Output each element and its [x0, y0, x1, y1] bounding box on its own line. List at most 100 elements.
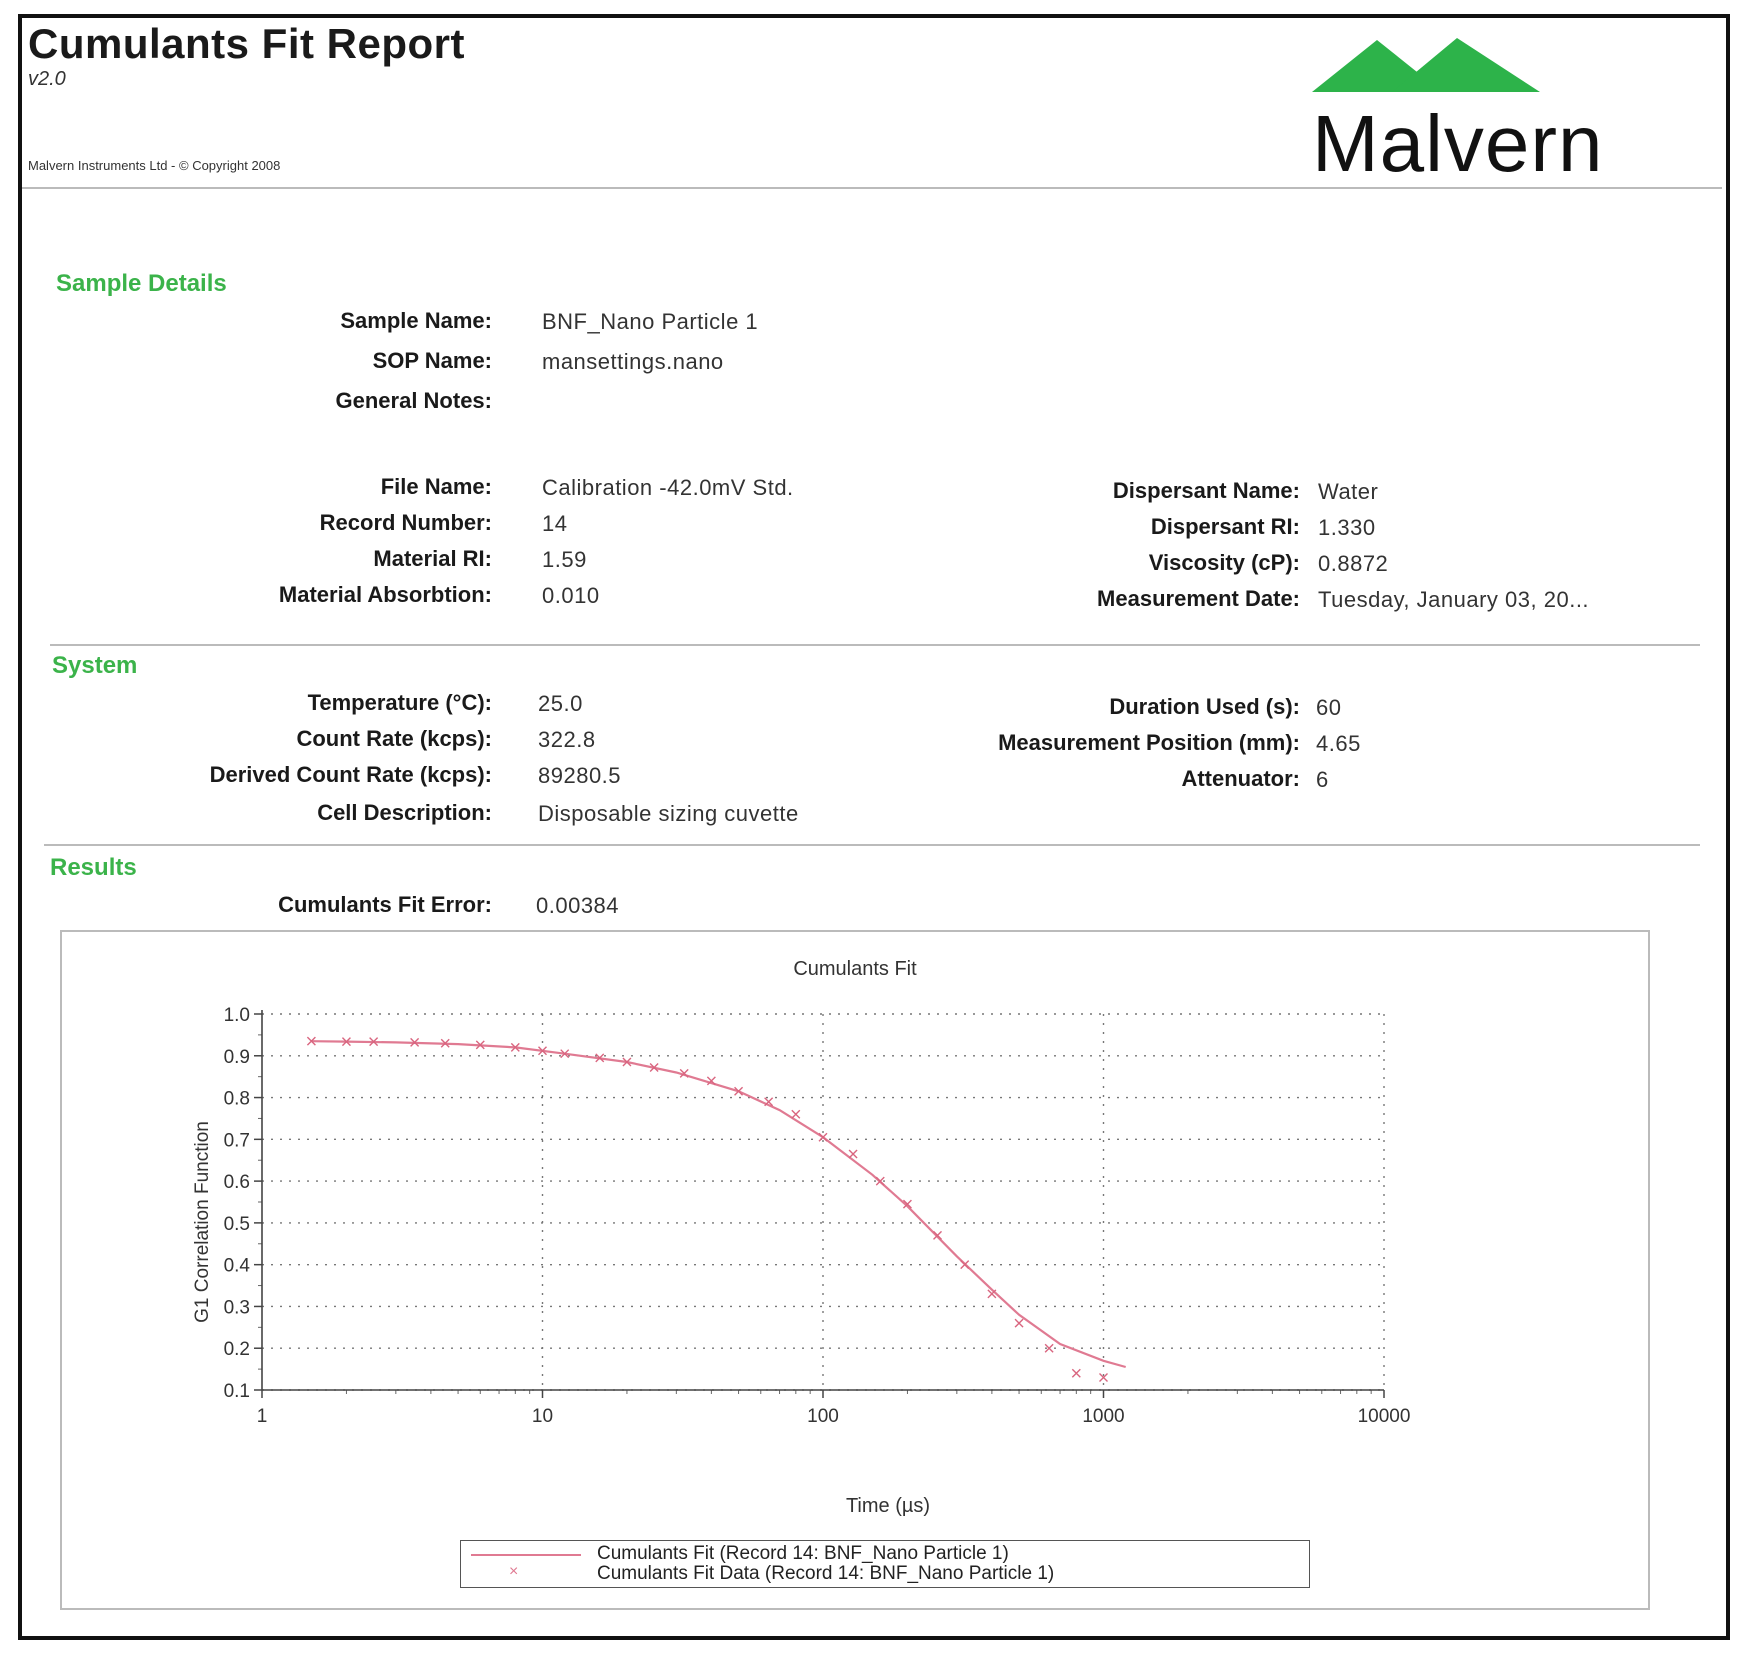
report-title: Cumulants Fit Report	[28, 20, 465, 67]
sample-name-value: BNF_Nano Particle 1	[542, 309, 759, 334]
legend-point-swatch-icon: ×	[509, 1563, 519, 1580]
x-tick-label: 10	[532, 1406, 553, 1427]
temperature-label: Temperature (°C):	[307, 690, 492, 715]
data-point-marker	[679, 1068, 689, 1078]
malvern-mountains-logo-icon	[1312, 38, 1540, 92]
measurement-position-label: Measurement Position (mm):	[998, 730, 1300, 755]
data-point-marker	[595, 1053, 605, 1063]
section-divider	[50, 644, 1700, 646]
data-point-marker	[1099, 1372, 1108, 1382]
viscosity-label: Viscosity (cP):	[1148, 550, 1300, 575]
data-point-marker	[818, 1132, 828, 1142]
record-number-label: Record Number:	[319, 510, 492, 535]
sample-name-label: Sample Name:	[340, 308, 492, 333]
header-divider	[22, 187, 1722, 189]
section-heading-sample-details: Sample Details	[56, 270, 227, 297]
cumulants-fit-error-value: 0.00384	[536, 893, 620, 918]
data-point-marker	[902, 1199, 912, 1209]
y-tick-label: 0.1	[224, 1381, 250, 1402]
data-point-marker	[649, 1062, 659, 1072]
data-point-marker	[622, 1057, 632, 1067]
material-ri-label: Material RI:	[373, 546, 492, 571]
data-point-marker	[734, 1086, 744, 1096]
y-tick-label: 0.8	[224, 1089, 250, 1110]
data-point-marker	[440, 1038, 450, 1048]
legend-line-swatch	[471, 1554, 581, 1556]
file-name-value: Calibration -42.0mV Std.	[542, 475, 794, 500]
data-point-marker	[706, 1076, 716, 1086]
x-tick-label: 100	[807, 1406, 839, 1427]
cumulants-fit-error-label: Cumulants Fit Error:	[278, 892, 492, 917]
data-point-marker	[1014, 1318, 1024, 1328]
y-tick-label: 0.2	[224, 1339, 250, 1360]
y-tick-label: 0.6	[224, 1172, 250, 1193]
temperature-value: 25.0	[538, 691, 583, 716]
derived-count-rate-value: 89280.5	[538, 763, 622, 788]
data-point-marker	[1044, 1343, 1054, 1353]
derived-count-rate-label: Derived Count Rate (kcps):	[209, 762, 492, 787]
measurement-position-value: 4.65	[1316, 731, 1361, 756]
malvern-logo-text: Malvern	[1312, 99, 1604, 188]
cell-description-value: Disposable sizing cuvette	[538, 801, 799, 826]
data-point-marker	[510, 1042, 520, 1052]
data-point-marker	[306, 1036, 316, 1046]
chart-legend: Cumulants Fit (Record 14: BNF_Nano Parti…	[460, 1540, 1310, 1588]
report-version: v2.0	[28, 68, 66, 90]
material-absorbtion-label: Material Absorbtion:	[278, 582, 492, 607]
x-tick-label: 1	[257, 1406, 268, 1427]
x-tick-label: 1000	[1082, 1406, 1124, 1427]
measurement-date-value: Tuesday, January 03, 20...	[1318, 587, 1590, 612]
data-point-marker	[987, 1289, 997, 1299]
data-point-marker	[764, 1097, 774, 1107]
y-tick-label: 0.4	[224, 1256, 251, 1277]
cell-description-label: Cell Description:	[317, 800, 492, 825]
y-tick-label: 1.0	[224, 1005, 250, 1026]
attenuator-value: 6	[1316, 767, 1329, 792]
data-point-marker	[538, 1046, 547, 1056]
attenuator-label: Attenuator:	[1181, 766, 1300, 791]
material-ri-value: 1.59	[542, 547, 587, 572]
record-number-value: 14	[542, 511, 568, 536]
data-point-marker	[475, 1040, 485, 1050]
dispersant-ri-label: Dispersant RI:	[1150, 514, 1300, 539]
dispersant-ri-value: 1.330	[1318, 515, 1376, 540]
sop-name-label: SOP Name:	[372, 348, 492, 373]
legend-entry-data: Cumulants Fit Data (Record 14: BNF_Nano …	[597, 1563, 1055, 1584]
count-rate-label: Count Rate (kcps):	[296, 726, 492, 751]
dispersant-name-value: Water	[1318, 479, 1379, 504]
x-tick-label: 10000	[1358, 1406, 1411, 1427]
section-heading-system: System	[52, 652, 138, 679]
section-divider	[44, 844, 1700, 846]
count-rate-value: 322.8	[538, 727, 596, 752]
general-notes-label: General Notes:	[335, 388, 493, 413]
fit-curve-line	[311, 1040, 1126, 1369]
report-page: Cumulants Fit Report v2.0 Malvern Instru…	[18, 14, 1730, 1640]
legend-entry-fit: Cumulants Fit (Record 14: BNF_Nano Parti…	[597, 1543, 1009, 1564]
y-tick-label: 0.9	[224, 1047, 250, 1068]
data-point-marker	[1071, 1368, 1081, 1378]
section-heading-results: Results	[50, 854, 137, 881]
data-point-marker	[848, 1149, 858, 1159]
data-point-marker	[369, 1037, 379, 1047]
cumulants-fit-chart: Cumulants Fit G1 Correlation Function Ti…	[60, 930, 1650, 1610]
chart-title: Cumulants Fit	[793, 958, 917, 980]
data-point-marker	[410, 1037, 420, 1047]
y-tick-label: 0.3	[224, 1297, 250, 1318]
chart-y-axis-label: G1 Correlation Function	[192, 1121, 213, 1323]
y-tick-label: 0.7	[224, 1130, 250, 1151]
data-point-marker	[960, 1260, 970, 1270]
data-point-marker	[341, 1037, 351, 1047]
data-point-marker	[875, 1176, 885, 1186]
file-name-label: File Name:	[380, 474, 492, 499]
duration-used-label: Duration Used (s):	[1109, 694, 1300, 719]
dispersant-name-label: Dispersant Name:	[1112, 478, 1300, 503]
data-point-marker	[791, 1109, 801, 1119]
measurement-date-label: Measurement Date:	[1097, 586, 1300, 611]
y-tick-label: 0.5	[224, 1214, 250, 1235]
chart-x-axis-label: Time (µs)	[846, 1495, 930, 1517]
sop-name-value: mansettings.nano	[542, 349, 724, 374]
chart-canvas: Cumulants Fit G1 Correlation Function Ti…	[192, 958, 1411, 1517]
viscosity-value: 0.8872	[1318, 551, 1389, 576]
duration-used-value: 60	[1316, 695, 1342, 720]
data-point-marker	[933, 1230, 943, 1240]
